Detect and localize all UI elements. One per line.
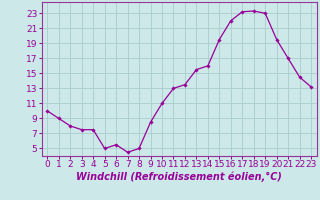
X-axis label: Windchill (Refroidissement éolien,°C): Windchill (Refroidissement éolien,°C)	[76, 172, 282, 182]
